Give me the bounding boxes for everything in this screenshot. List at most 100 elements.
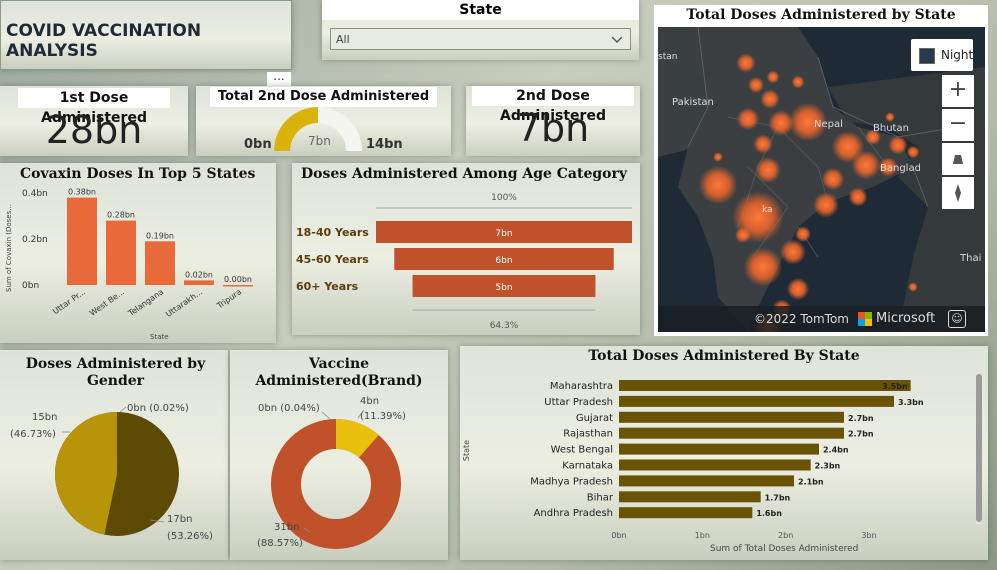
covaxin-xtick: Tripura [215, 287, 244, 311]
zoom-out-button[interactable]: − [942, 109, 974, 141]
gender-label-left-pct: (46.73%) [10, 429, 56, 440]
age-bar[interactable] [412, 275, 596, 297]
age-bar[interactable] [376, 221, 632, 243]
state-bar[interactable] [619, 411, 844, 423]
map-bubble[interactable] [743, 247, 783, 287]
covaxin-xtick: West Be... [88, 287, 126, 317]
map-svg [658, 27, 985, 332]
map-bubble[interactable] [766, 70, 780, 84]
map-bubble[interactable] [713, 152, 723, 162]
map-bubble[interactable] [908, 282, 918, 292]
map-bubble[interactable] [788, 102, 828, 142]
map-bubble[interactable] [848, 187, 868, 207]
brand-leader-bottom [303, 527, 311, 533]
map-label-pakistan: Pakistan [672, 97, 714, 108]
map-bubble[interactable] [906, 145, 920, 159]
state-dropdown[interactable]: All [330, 28, 631, 50]
more-options-button[interactable]: ... [267, 70, 291, 88]
kpi-total-second-dose-label: Total 2nd Dose Administered [210, 87, 437, 107]
state-data-label: 2.7bn [848, 414, 874, 423]
map-bubble[interactable] [698, 165, 738, 205]
age-data-label: 7bn [495, 229, 512, 239]
zoom-in-button[interactable]: + [942, 75, 974, 107]
covaxin-xtick: Uttar Pr... [51, 287, 87, 316]
gauge-fill [274, 107, 318, 151]
gauge-chart [274, 107, 362, 151]
scrollbar[interactable] [976, 374, 982, 524]
state-bar[interactable] [619, 427, 844, 439]
map-bubble[interactable] [878, 157, 898, 177]
map-style-button[interactable]: Night [911, 39, 973, 71]
covaxin-bar[interactable] [184, 280, 214, 285]
map-bubble[interactable] [768, 110, 794, 136]
map-bubble[interactable] [735, 227, 751, 243]
covaxin-bar[interactable] [145, 241, 175, 285]
covaxin-chart-plot: 0bn 0.2bn 0.4bn 0.38bn Uttar Pr... 0.28bn West… [22, 188, 253, 319]
state-bar[interactable] [619, 459, 811, 471]
brand-leader-right [357, 409, 365, 419]
state-category-label: Bihar [587, 492, 614, 503]
kpi-second-dose-value: 7bn [516, 106, 590, 150]
map-canvas[interactable]: stan Pakistan Nepal Bhutan Bangladesh Th… [658, 27, 985, 332]
map-bubble[interactable] [791, 75, 805, 89]
scrollbar-thumb[interactable] [976, 374, 982, 522]
map-label-stan: stan [658, 52, 678, 62]
map-bubble[interactable] [780, 239, 806, 265]
brand-chart-card: Vaccine Administered(Brand) 0bn (0.04%) … [230, 350, 448, 560]
state-bar[interactable] [619, 395, 894, 407]
map-bubble[interactable] [888, 135, 908, 155]
compass-button[interactable] [942, 177, 974, 209]
state-category-label: Maharashtra [550, 381, 613, 392]
map-bubble[interactable] [736, 107, 760, 131]
kpi-second-dose: 2nd Dose Administered 7bn [466, 86, 640, 156]
covaxin-bar[interactable] [67, 197, 97, 285]
state-category-label: Karnataka [562, 461, 613, 472]
map-bubble[interactable] [755, 157, 781, 183]
covaxin-data-label: 0.38bn [68, 188, 96, 197]
state-bar[interactable] [619, 507, 753, 519]
age-chart-plot: 100% 7bn 18-40 Years 6bn 45-60 Years 5bn 60+ Y… [296, 193, 632, 331]
state-bar[interactable] [619, 475, 794, 487]
map-bubble[interactable] [753, 134, 773, 154]
map-bubble[interactable] [813, 192, 839, 218]
map-visual: Total Doses Administered by State stan P… [654, 5, 988, 336]
pitch-button[interactable] [942, 143, 974, 175]
state-bar[interactable] [619, 491, 761, 503]
kpi-total-second-dose: Total 2nd Dose Administered 0bn 7bn 14bn [196, 86, 451, 156]
state-data-label: 2.3bn [815, 462, 841, 471]
minus-icon: − [948, 111, 968, 136]
state-bar[interactable] [619, 443, 819, 455]
night-style-icon [919, 48, 935, 64]
covaxin-data-label: 0.19bn [146, 231, 174, 240]
map-bubble[interactable] [851, 150, 881, 180]
map-footer: ©2022 TomTom Microsoft ☺ [658, 306, 985, 332]
gauge-value-label: 7bn [308, 134, 331, 148]
map-bubble[interactable] [821, 167, 845, 191]
map-bubble[interactable] [795, 226, 811, 242]
map-bubble[interactable] [786, 277, 810, 301]
age-category-label: 60+ Years [296, 280, 359, 293]
pitch-icon [953, 155, 963, 164]
brand-donut [271, 409, 401, 549]
covaxin-ytick: 0bn [22, 281, 39, 291]
map-bubble[interactable] [736, 53, 756, 73]
state-bar[interactable] [619, 380, 911, 391]
state-data-label: 2.4bn [823, 446, 849, 455]
covaxin-data-label: 0.28bn [107, 211, 135, 220]
age-bar[interactable] [394, 248, 614, 270]
map-bubble[interactable] [760, 89, 780, 109]
state-data-label: 2.7bn [848, 430, 874, 439]
feedback-smiley-icon[interactable]: ☺ [948, 310, 966, 328]
covaxin-bar[interactable] [223, 285, 253, 287]
brand-label-covaxin-pct: (11.39%) [360, 411, 406, 422]
state-data-label: 1.6bn [756, 509, 782, 518]
map-bubble[interactable] [885, 112, 895, 122]
brand-label-covishield-pct: (88.57%) [257, 538, 303, 549]
map-bubble[interactable] [748, 77, 764, 93]
map-bubble[interactable] [865, 129, 881, 145]
state-category-label: West Bengal [551, 445, 613, 456]
covaxin-bar[interactable] [106, 220, 136, 285]
gender-leader-top [119, 406, 127, 413]
gender-leader-right [149, 519, 165, 523]
state-xtick: 0bn [611, 531, 626, 540]
